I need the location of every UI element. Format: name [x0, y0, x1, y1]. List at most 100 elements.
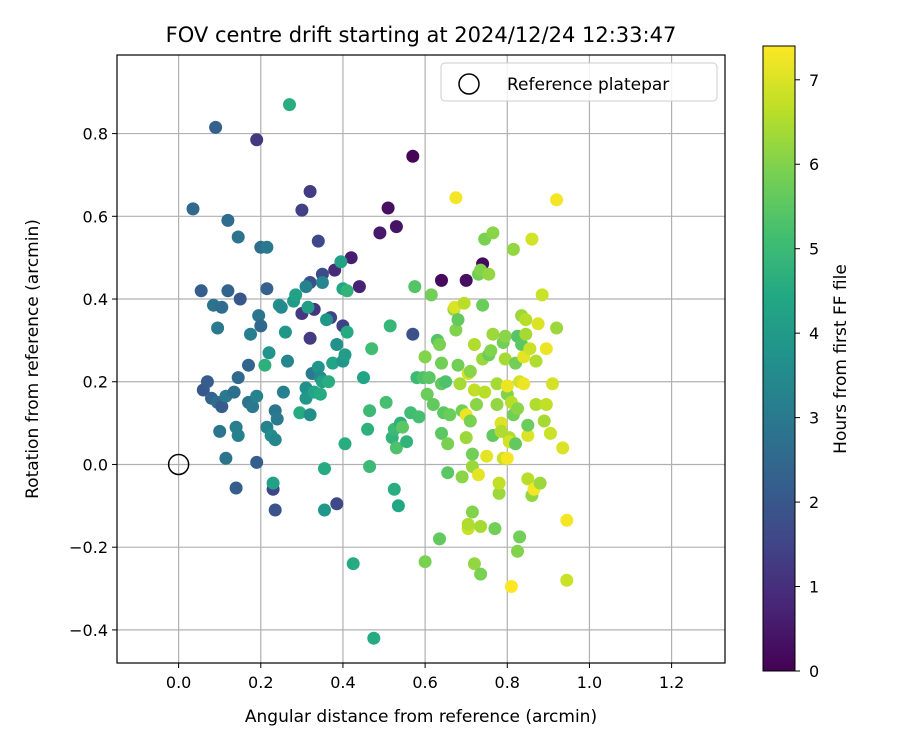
- data-point: [556, 441, 570, 455]
- data-point: [215, 300, 229, 314]
- data-point: [408, 280, 422, 294]
- data-point: [266, 476, 280, 490]
- data-point: [373, 226, 387, 240]
- data-point: [441, 466, 455, 480]
- y-axis-ticks: −0.4 −0.2 0.0 0.2 0.4 0.6 0.8: [69, 125, 117, 640]
- data-point: [274, 300, 288, 314]
- data-point: [488, 522, 502, 536]
- data-point: [478, 385, 492, 399]
- data-point: [480, 449, 494, 463]
- data-point: [511, 402, 524, 416]
- data-point: [363, 460, 377, 473]
- data-point: [213, 424, 227, 438]
- data-point: [451, 313, 465, 327]
- data-point: [303, 331, 317, 345]
- data-point: [560, 513, 574, 527]
- data-point: [498, 352, 512, 366]
- x-axis-ticks: 0.0 0.2 0.4 0.6 0.8 1.0 1.2: [166, 663, 684, 692]
- data-point: [461, 517, 475, 531]
- data-point: [463, 414, 477, 428]
- data-point: [313, 387, 327, 401]
- data-point: [459, 431, 473, 445]
- data-point: [252, 309, 266, 323]
- data-point: [340, 284, 354, 298]
- data-point: [525, 232, 539, 246]
- data-point: [457, 296, 471, 310]
- data-point: [346, 557, 360, 571]
- data-point: [519, 313, 533, 327]
- colorbar-tick-label: 1: [809, 578, 819, 597]
- colorbar-tick-label: 5: [809, 240, 819, 259]
- data-point: [449, 323, 463, 337]
- data-point: [529, 354, 543, 368]
- data-point: [465, 447, 479, 461]
- data-point: [486, 226, 500, 240]
- data-point: [215, 400, 229, 414]
- data-point: [467, 557, 481, 571]
- data-point: [311, 360, 325, 374]
- data-point: [258, 358, 272, 372]
- data-point: [301, 300, 315, 314]
- data-point: [435, 426, 448, 440]
- data-point: [320, 313, 333, 327]
- data-point: [194, 284, 208, 298]
- data-point: [244, 327, 257, 341]
- data-point: [311, 234, 325, 248]
- data-point: [299, 280, 313, 294]
- data-point: [363, 404, 377, 418]
- data-point: [472, 468, 485, 482]
- data-point: [560, 573, 574, 587]
- x-tick-label: 0.8: [495, 673, 520, 692]
- data-point: [424, 288, 438, 302]
- data-point: [260, 240, 274, 254]
- data-point: [406, 327, 420, 341]
- data-point: [391, 499, 405, 513]
- data-point: [295, 203, 309, 217]
- data-point: [387, 482, 401, 496]
- data-point: [449, 191, 463, 205]
- data-point: [303, 408, 317, 422]
- colorbar-bar: [762, 45, 796, 672]
- data-point: [513, 530, 527, 544]
- colorbar-tick-label: 3: [809, 409, 819, 428]
- data-point: [453, 377, 467, 391]
- data-point: [357, 371, 370, 385]
- data-point: [315, 276, 329, 289]
- data-point: [482, 267, 496, 281]
- data-point: [490, 398, 504, 411]
- data-point: [463, 364, 477, 378]
- data-point: [412, 410, 426, 424]
- colorbar-tick-label: 6: [809, 155, 819, 174]
- data-point: [338, 348, 352, 362]
- data-point: [467, 383, 481, 397]
- data-point: [550, 321, 564, 335]
- data-point: [254, 319, 268, 333]
- data-point: [209, 120, 223, 134]
- y-tick-label: 0.8: [83, 125, 108, 144]
- data-point: [504, 580, 518, 593]
- data-point: [262, 346, 276, 360]
- y-axis-label: Rotation from reference (arcmin): [23, 219, 43, 499]
- data-point: [318, 503, 331, 517]
- data-point: [379, 395, 393, 409]
- data-point: [389, 220, 403, 234]
- colorbar-tick-label: 4: [809, 324, 819, 343]
- data-point: [418, 350, 432, 364]
- data-point: [533, 476, 547, 490]
- y-tick-label: −0.2: [69, 538, 108, 557]
- colorbar-label: Hours from first FF file: [831, 264, 851, 454]
- data-point: [330, 497, 344, 511]
- data-point: [420, 387, 434, 401]
- y-tick-label: −0.4: [69, 621, 108, 640]
- data-point: [400, 435, 414, 449]
- data-point: [459, 273, 473, 287]
- data-point: [233, 292, 247, 306]
- data-point: [211, 321, 225, 335]
- data-point: [283, 98, 296, 112]
- y-tick-label: 0.2: [83, 373, 108, 392]
- data-point: [521, 429, 535, 442]
- data-point: [539, 342, 553, 356]
- data-point: [519, 327, 533, 341]
- data-point: [521, 418, 535, 432]
- data-point: [326, 356, 340, 370]
